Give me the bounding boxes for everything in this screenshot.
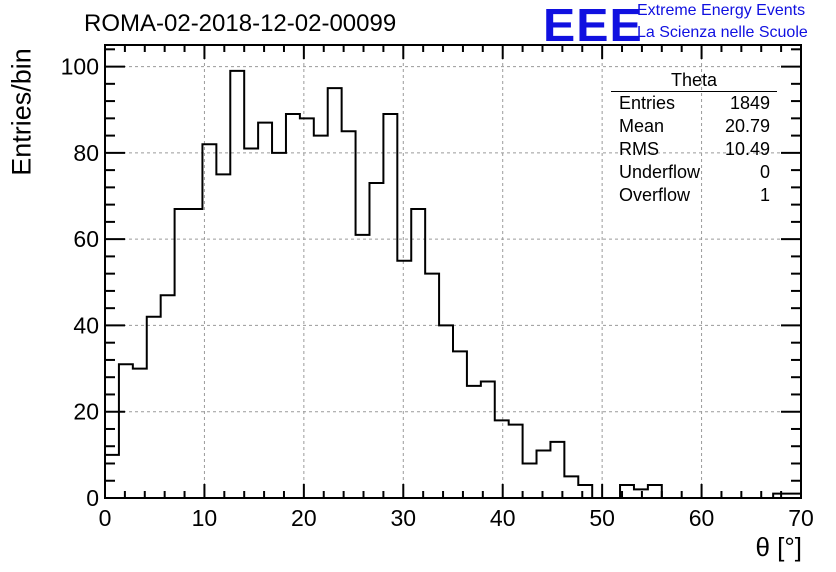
stats-label: Underflow xyxy=(619,162,701,182)
y-tick-label: 100 xyxy=(61,54,99,80)
x-tick-label: 0 xyxy=(99,505,112,531)
x-tick-label: 20 xyxy=(291,505,317,531)
stats-row-overflow: Overflow 1 xyxy=(611,184,777,207)
stats-row-underflow: Underflow 0 xyxy=(611,161,777,184)
org-subtitle: La Scienza nelle Scuole xyxy=(637,24,808,41)
y-tick-label: 80 xyxy=(73,140,99,166)
histogram-line xyxy=(105,69,801,499)
y-tick-label: 60 xyxy=(73,226,99,252)
stats-label: Overflow xyxy=(619,185,691,205)
stats-box: Theta Entries 1849 Mean 20.79 RMS 10.49 … xyxy=(611,70,777,207)
stats-value: 20.79 xyxy=(724,116,770,136)
x-tick-label: 30 xyxy=(390,505,416,531)
x-tick-label: 40 xyxy=(490,505,516,531)
stats-row-mean: Mean 20.79 xyxy=(611,115,777,138)
x-axis-label: θ [°] xyxy=(755,532,802,562)
stats-value: 10.49 xyxy=(724,139,770,159)
y-tick-label: 0 xyxy=(86,485,99,511)
stats-label: RMS xyxy=(619,139,659,159)
plot-frame xyxy=(104,44,802,499)
y-tick-labels: 0 20 40 60 80 100 xyxy=(61,54,99,511)
stats-row-rms: RMS 10.49 xyxy=(611,138,777,161)
stats-value: 1 xyxy=(759,185,770,205)
x-tick-label: 70 xyxy=(788,505,814,531)
y-axis-label: Entries/bin xyxy=(6,48,37,176)
eee-logo: EEE xyxy=(543,0,643,51)
x-tick-label: 60 xyxy=(689,505,715,531)
x-tick-label: 10 xyxy=(192,505,218,531)
x-tick-labels: 0 10 20 30 40 50 60 70 xyxy=(99,505,814,531)
stats-title: Theta xyxy=(611,70,777,92)
stats-label: Entries xyxy=(619,93,676,113)
x-tick-label: 50 xyxy=(589,505,615,531)
y-tick-label: 20 xyxy=(73,399,99,425)
stats-row-entries: Entries 1849 xyxy=(611,92,777,115)
stats-value: 0 xyxy=(759,162,770,182)
y-tick-label: 40 xyxy=(73,312,99,338)
stats-value: 1849 xyxy=(729,93,770,113)
stats-label: Mean xyxy=(619,116,665,136)
org-name: Extreme Energy Events xyxy=(637,2,806,19)
chart-title: ROMA-02-2018-12-02-00099 xyxy=(84,10,397,37)
